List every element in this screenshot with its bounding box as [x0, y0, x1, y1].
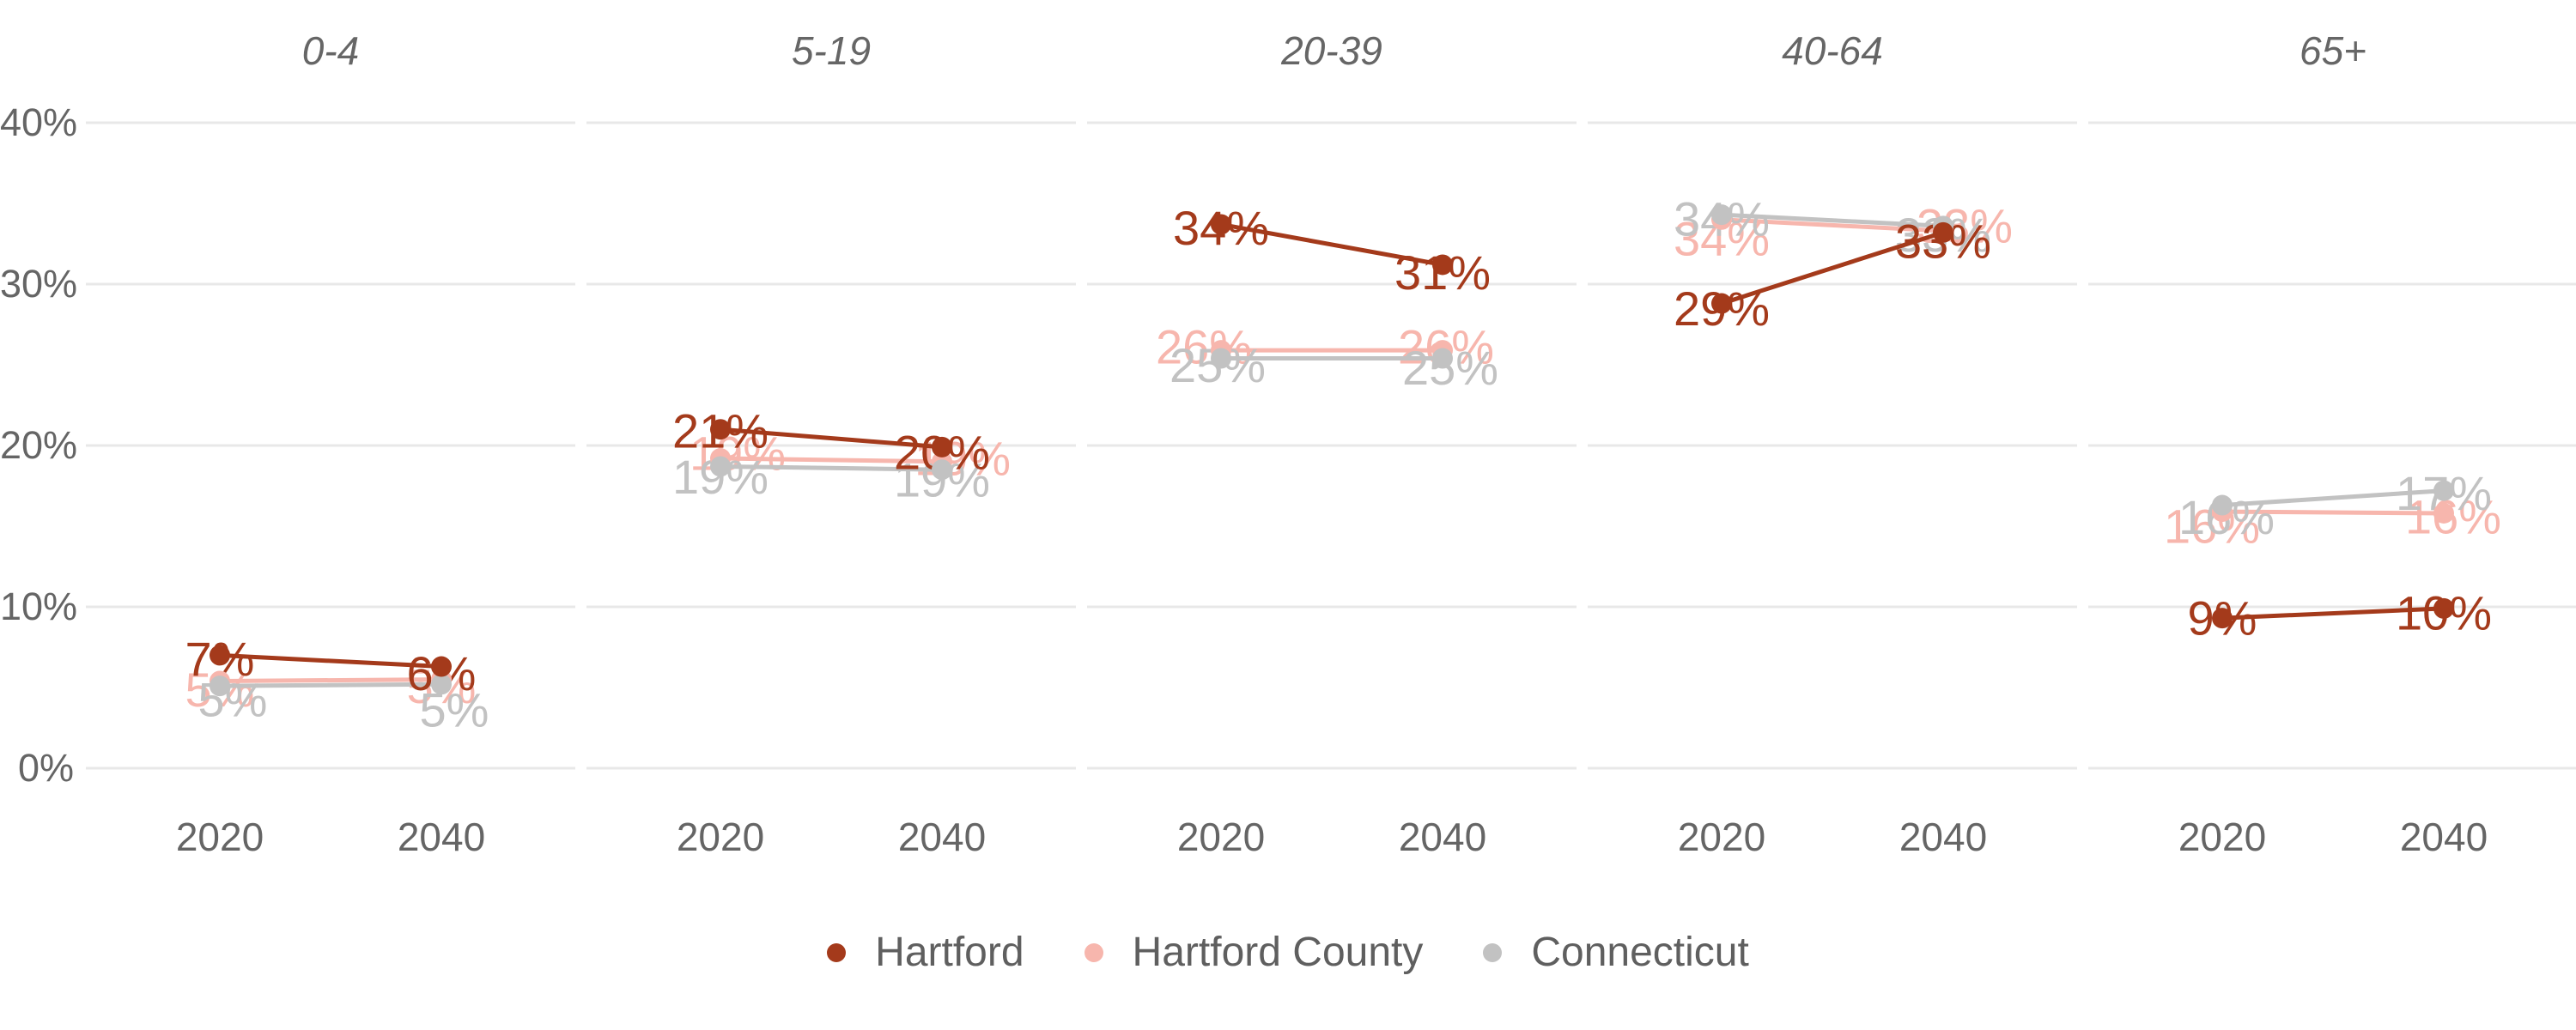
facet-panel-65+: 65+ 16%16%16%17%9%10% 2020 2040	[2088, 0, 2576, 910]
legend-item-hartford: Hartford	[827, 929, 1024, 976]
data-point-dot	[2212, 494, 2233, 516]
x-axis-tick-label: 2040	[1899, 815, 1988, 859]
data-point-dot	[2433, 597, 2454, 619]
series-line-hartford	[1220, 221, 1443, 267]
data-point-dot	[2212, 608, 2233, 629]
data-point-dot	[1211, 348, 1231, 369]
y-axis-tick-label: 40%	[0, 100, 78, 144]
series-line-hartford	[219, 652, 442, 670]
x-axis-tick-label: 2020	[175, 815, 264, 859]
series-line-connecticut	[219, 682, 442, 688]
data-point-dot	[2433, 502, 2454, 524]
x-axis-tick-label: 2020	[676, 815, 765, 859]
facet-plot: 26%26%25%25%34%31%	[1087, 121, 1577, 770]
legend-dot-icon	[1084, 942, 1103, 962]
legend-dot-icon	[827, 942, 847, 962]
x-axis-tick-label: 2040	[897, 815, 987, 859]
y-axis-tick-label: 30%	[0, 262, 78, 306]
data-point-dot	[431, 656, 452, 677]
x-axis-tick-label: 2020	[2178, 815, 2267, 859]
legend-item-hartford-county: Hartford County	[1084, 929, 1424, 976]
y-axis-tick-label: 10%	[0, 585, 78, 628]
facet-panel-40-64: 40-64 34%33%34%33%29%33% 2020 2040	[1588, 0, 2077, 910]
facet-title: 40-64	[1782, 28, 1883, 73]
data-point-dot	[710, 456, 731, 477]
y-axis: 40% 30% 20% 10% 0%	[0, 0, 79, 1030]
data-point-dot	[710, 419, 731, 440]
facet-title: 20-39	[1281, 28, 1382, 73]
data-point-dot	[431, 674, 452, 695]
y-axis-tick-label: 0%	[17, 746, 74, 790]
legend-label: Hartford County	[1132, 930, 1424, 975]
data-point-label: 26%	[1156, 320, 1252, 374]
series-line-hartford	[2221, 606, 2445, 621]
data-point-dot	[1933, 221, 1953, 243]
series-line-connecticut	[720, 464, 943, 472]
data-point-label: 5%	[420, 683, 489, 737]
x-axis-tick-label: 2040	[2399, 815, 2488, 859]
series-line-hartford-county	[219, 677, 442, 683]
series-line-hartford	[720, 427, 943, 450]
data-point-dot	[932, 436, 952, 457]
x-axis-tick-label: 2020	[1176, 815, 1266, 859]
series-line-hartford-county	[1721, 217, 1944, 233]
series-line-hartford-county	[2221, 509, 2445, 516]
data-point-dot	[1432, 348, 1453, 369]
facet-title: 65+	[2299, 28, 2367, 73]
legend-label: Connecticut	[1531, 930, 1749, 975]
facet-title: 0-4	[301, 28, 360, 73]
x-axis-tick-label: 2040	[397, 815, 486, 859]
facet-plot: 34%33%34%33%29%33%	[1588, 121, 2077, 770]
facet-plot: 19%19%19%19%21%20%	[586, 121, 1076, 770]
data-point-label: 19%	[914, 431, 1011, 485]
facet-panel-20-39: 20-39 26%26%25%25%34%31% 2020 2040	[1087, 0, 1577, 910]
facet-plot: 16%16%16%17%9%10%	[2088, 121, 2576, 770]
data-point-dot	[210, 645, 230, 666]
facet-plot: 5%5%5%5%7%6%	[86, 121, 575, 770]
y-axis-tick-label: 20%	[0, 423, 78, 467]
data-point-dot	[210, 676, 230, 697]
data-point-dot	[1711, 293, 1732, 314]
data-point-dot	[2433, 480, 2454, 501]
facet-panel-0-4: 0-4 5%5%5%5%7%6% 2020 2040	[86, 0, 575, 910]
data-point-dot	[1211, 214, 1231, 235]
x-axis-tick-label: 2040	[1398, 815, 1487, 859]
x-axis-tick-label: 2020	[1677, 815, 1766, 859]
series-line-connecticut	[1721, 212, 1944, 228]
data-point-dot	[1432, 254, 1453, 276]
data-point-dot	[932, 459, 952, 481]
legend-item-connecticut: Connecticut	[1483, 929, 1749, 976]
series-line-hartford-county	[720, 456, 943, 464]
legend: Hartford Hartford County Connecticut	[0, 929, 2576, 976]
legend-dot-icon	[1483, 942, 1503, 962]
series-line-connecticut	[2221, 488, 2445, 508]
data-point-dot	[1711, 204, 1732, 226]
series-line-hartford	[1721, 230, 1944, 306]
legend-label: Hartford	[875, 930, 1024, 975]
facet-panel-5-19: 5-19 19%19%19%19%21%20% 2020 2040	[586, 0, 1076, 910]
data-point-label: 16%	[2164, 500, 2260, 554]
facet-title: 5-19	[791, 28, 872, 73]
